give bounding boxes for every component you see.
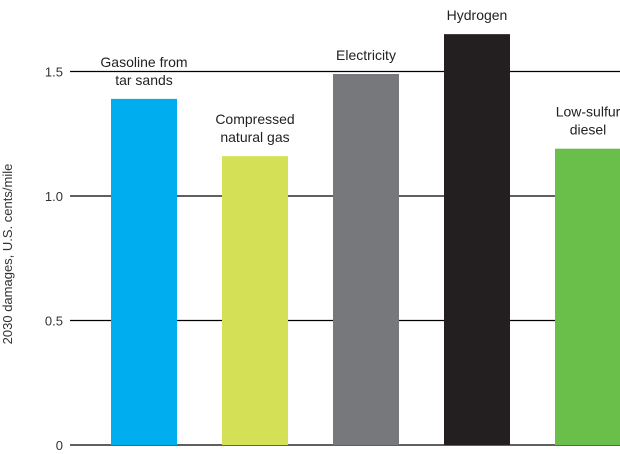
category-label: Gasoline from — [100, 54, 187, 70]
bar — [333, 73, 399, 446]
category-label: Low-sulfur — [556, 104, 620, 120]
bar — [222, 156, 288, 445]
category-labels: Gasoline from tar sands Compressed natural … — [100, 7, 620, 145]
category-label: Hydrogen — [447, 7, 508, 23]
category-label: tar sands — [115, 72, 173, 88]
y-axis-label: 2030 damages, U.S. cents/mile — [0, 164, 15, 345]
bar — [444, 34, 510, 446]
y-tick-label: 1.5 — [45, 65, 63, 80]
y-tick-label: 0 — [56, 438, 63, 453]
y-axis-ticks: 0 0.5 1.0 1.5 — [45, 65, 63, 454]
bar — [111, 98, 177, 445]
category-label: diesel — [570, 122, 607, 138]
bar — [555, 148, 620, 445]
category-label: natural gas — [220, 129, 289, 145]
category-label: Compressed — [215, 111, 294, 127]
category-label: Electricity — [336, 47, 396, 63]
bars — [111, 34, 620, 446]
y-tick-label: 0.5 — [45, 314, 63, 329]
y-tick-label: 1.0 — [45, 189, 63, 204]
